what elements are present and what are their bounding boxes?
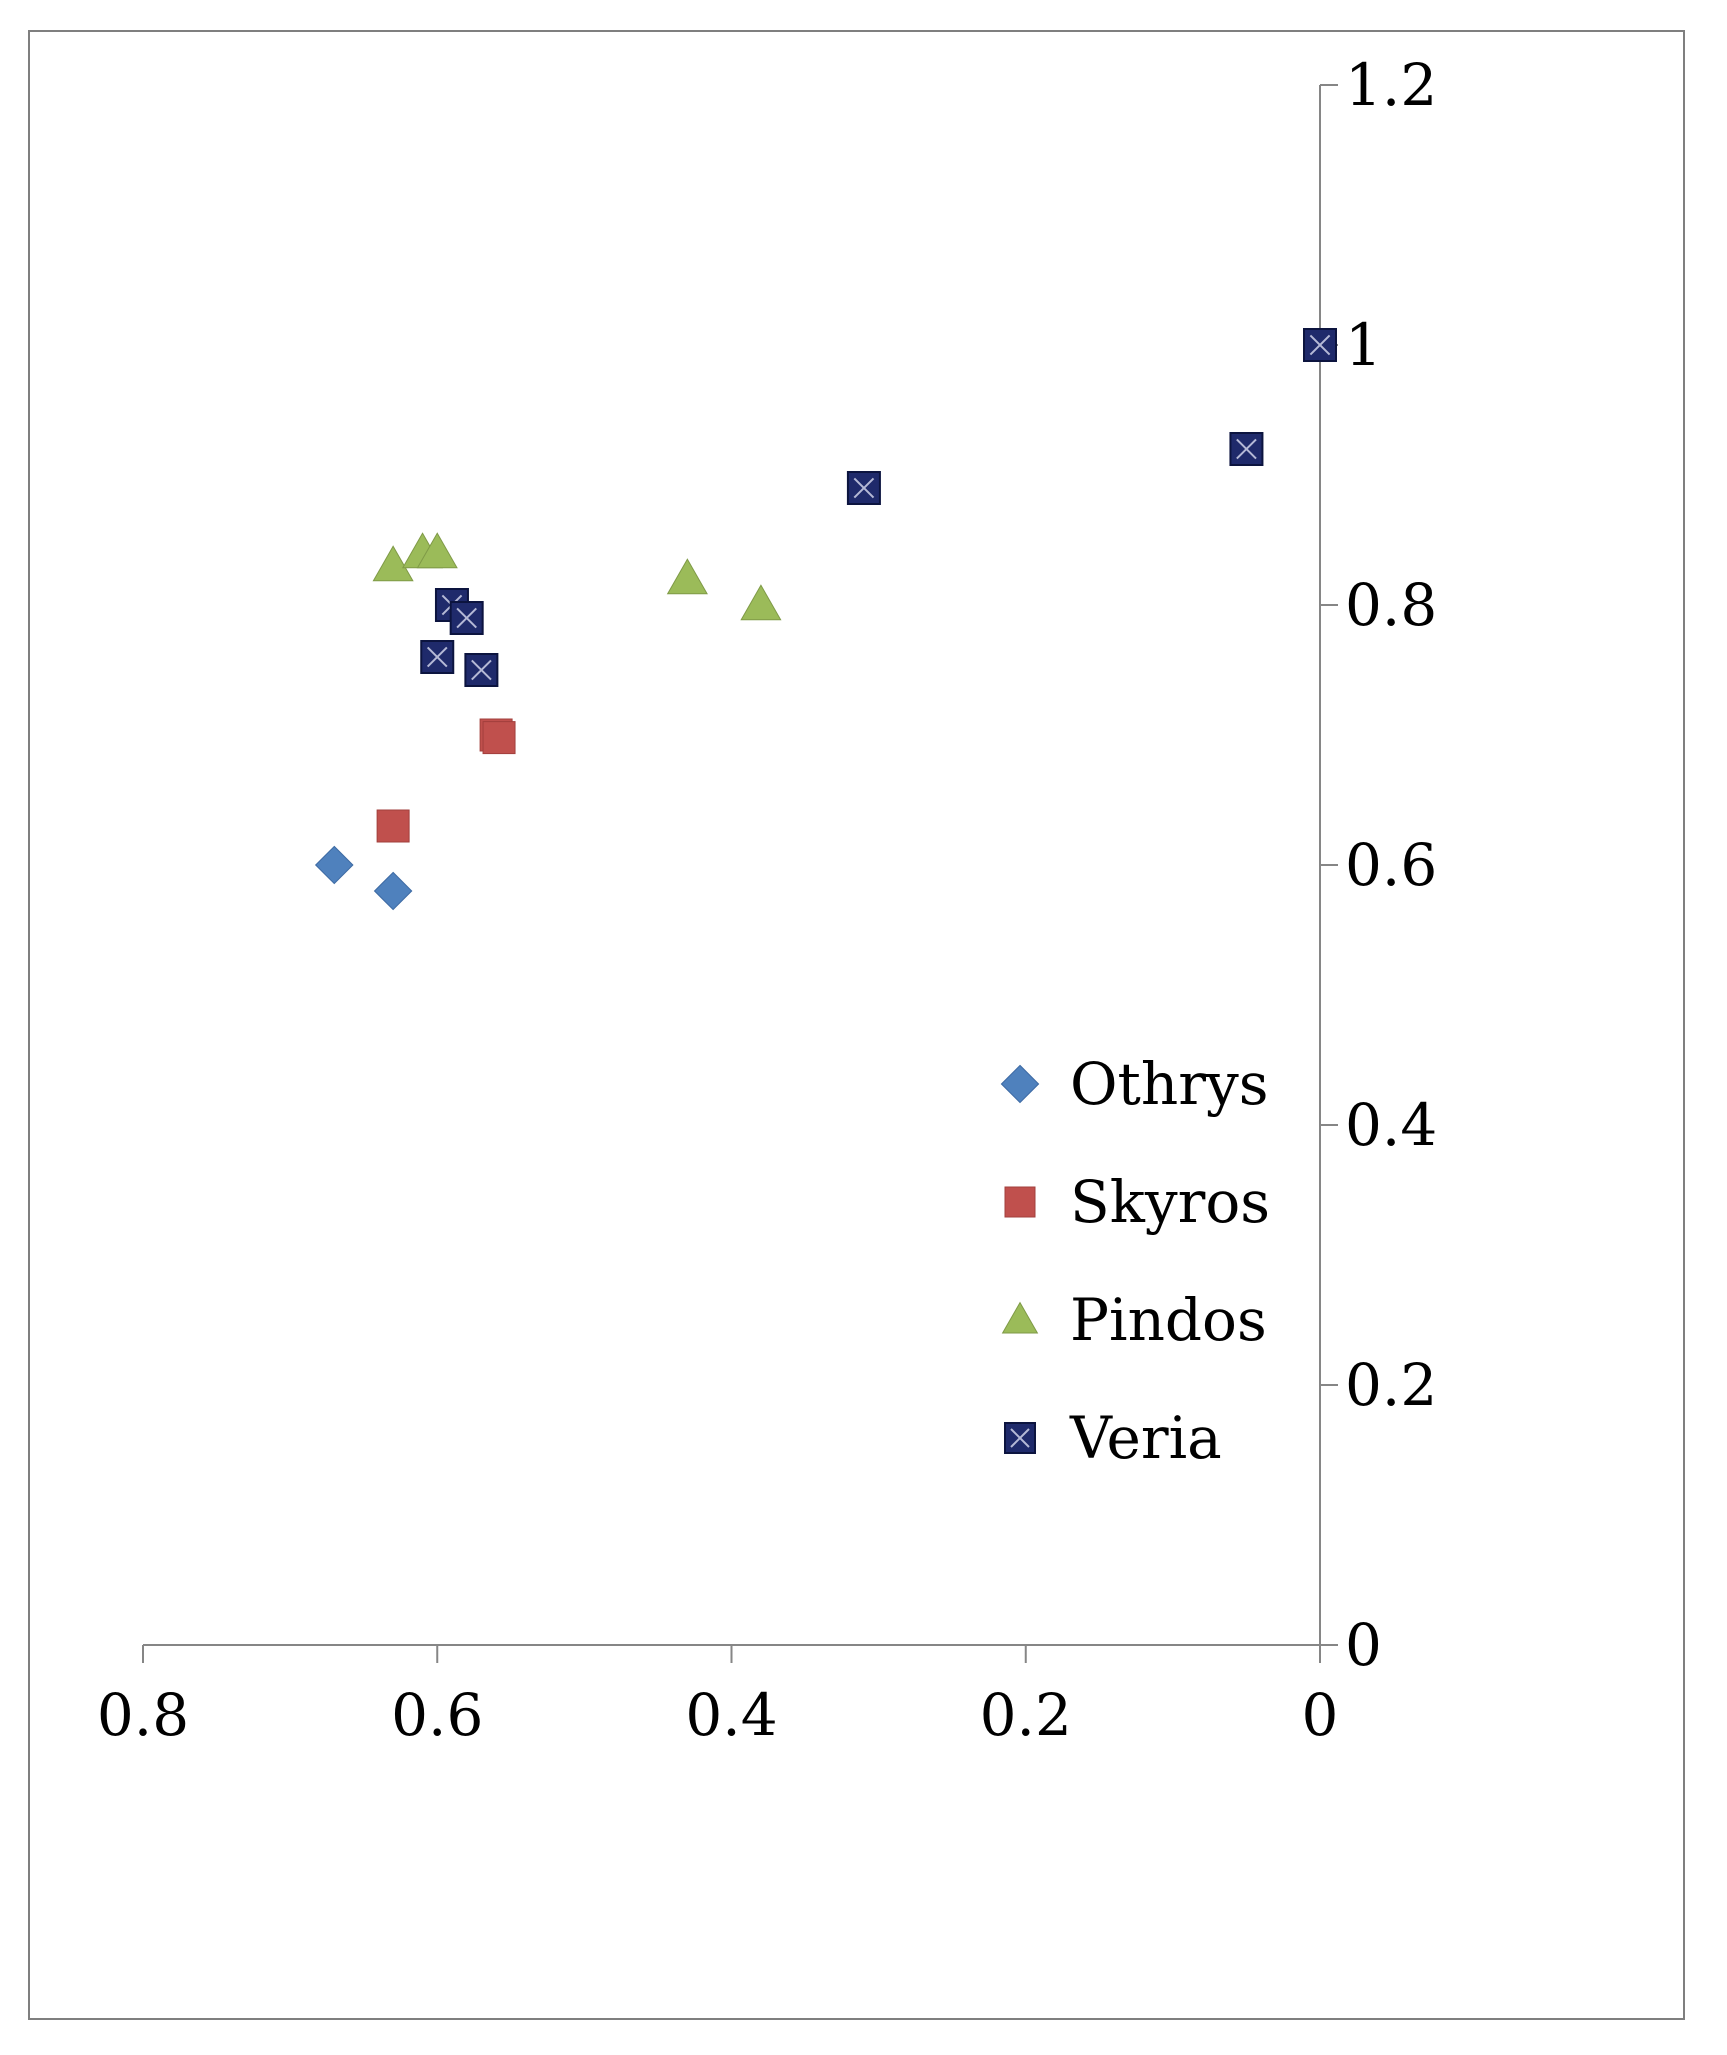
x-square-cross-b — [471, 659, 492, 681]
point-veria — [846, 471, 881, 505]
point-veria — [449, 601, 484, 635]
y-tick-label: 1 — [1345, 311, 1382, 379]
point-othrys — [373, 871, 413, 911]
legend-label-othrys: Othrys — [1070, 1050, 1268, 1118]
point-skyros — [482, 721, 516, 755]
x-tick-label: 0.6 — [391, 1681, 483, 1749]
legend-item-othrys: Othrys — [1000, 1050, 1268, 1118]
y-tick-label: 0.8 — [1345, 571, 1437, 639]
legend-marker-skyros — [1004, 1186, 1036, 1218]
legend: Othrys Skyros Pindos Veria — [1000, 1050, 1270, 1472]
legend-item-pindos: Pindos — [1001, 1286, 1267, 1354]
x-square-cross-b — [1010, 1428, 1030, 1448]
point-pindos — [416, 532, 458, 569]
x-square-cross-b — [456, 607, 477, 629]
point-veria — [464, 653, 499, 687]
legend-item-skyros: Skyros — [1004, 1168, 1270, 1236]
y-tick-label: 0 — [1345, 1611, 1382, 1679]
legend-item-veria: Veria — [1004, 1404, 1222, 1472]
y-tick-label: 0.6 — [1345, 831, 1437, 899]
x-square-cross-b — [1236, 438, 1257, 460]
y-tick-label: 0.4 — [1345, 1091, 1437, 1159]
point-veria — [1229, 432, 1264, 466]
legend-marker-pindos — [1001, 1301, 1039, 1334]
x-square-box — [846, 471, 881, 505]
x-square-cross-b — [853, 477, 875, 499]
legend-label-skyros: Skyros — [1070, 1168, 1270, 1236]
point-pindos — [740, 584, 782, 621]
scatter-chart: 0.8 0.6 0.4 0.2 00 0.2 0.4 0.6 0.8 1 1.2 Othrys Sky… — [97, 51, 1437, 1749]
x-tick-label: 0.8 — [97, 1681, 189, 1749]
legend-label-veria: Veria — [1069, 1404, 1222, 1472]
chart-frame: 0.8 0.6 0.4 0.2 0 0 0.2 0.4 0.6 0.8 1 1.2 Othrys Sky… — [28, 30, 1685, 2020]
y-tick-label: 0.2 — [1345, 1351, 1437, 1419]
y-tick-label: 1.2 — [1345, 51, 1437, 119]
x-square-cross-b — [1309, 334, 1331, 356]
x-tick-label: 0 — [1302, 1681, 1339, 1749]
axes: 0.8 0.6 0.4 0.2 00 0.2 0.4 0.6 0.8 1 1.2 — [97, 51, 1437, 1749]
point-pindos — [372, 545, 414, 582]
legend-marker-veria — [1004, 1422, 1036, 1454]
x-tick-label: 0.4 — [685, 1681, 777, 1749]
x-square-box — [1303, 328, 1337, 362]
point-veria — [1303, 328, 1337, 362]
point-skyros — [376, 809, 410, 843]
point-othrys — [314, 845, 354, 885]
data-points — [314, 328, 1337, 911]
x-square-cross-b — [426, 646, 448, 668]
legend-marker-othrys — [1000, 1064, 1040, 1104]
point-pindos — [666, 558, 708, 595]
x-tick-label: 0.2 — [980, 1681, 1072, 1749]
point-veria — [420, 640, 455, 674]
legend-label-pindos: Pindos — [1070, 1286, 1267, 1354]
